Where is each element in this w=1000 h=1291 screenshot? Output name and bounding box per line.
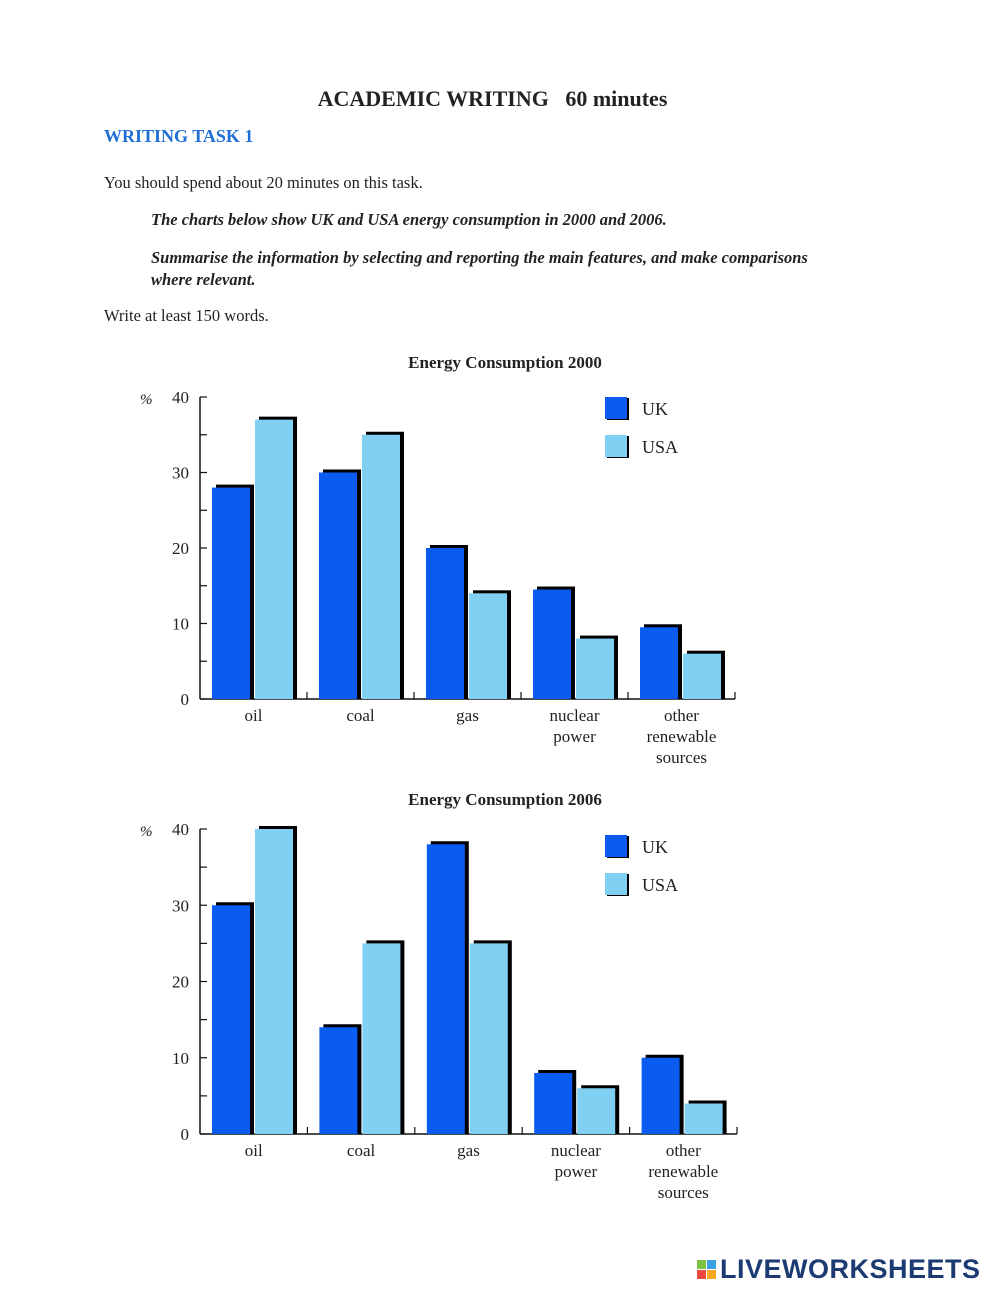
bar-usa-oil	[255, 419, 293, 699]
x-tick-label: coal	[346, 706, 375, 725]
bar-uk-other	[640, 627, 678, 699]
bar-uk-coal	[319, 472, 357, 699]
x-tick-label: nuclear	[549, 706, 599, 725]
word-count-text: Write at least 150 words.	[104, 306, 269, 325]
legend-label-usa: USA	[642, 875, 678, 895]
x-tick-label: power	[555, 1162, 598, 1181]
x-tick-label: sources	[658, 1183, 709, 1202]
x-tick-label: power	[553, 727, 596, 746]
bar-usa-gas	[469, 593, 507, 699]
y-tick-label: 30	[172, 896, 189, 915]
bar-chart-1: 0 10 20 30 40% oil coal gas nuclear power other ren…	[140, 820, 738, 1202]
bar-usa-nuclear	[576, 638, 614, 699]
bar-uk-other	[641, 1057, 680, 1134]
bar-uk-oil	[212, 487, 250, 699]
legend-label-usa: USA	[642, 437, 678, 457]
x-tick-label: sources	[656, 748, 707, 767]
x-tick-label: renewable	[648, 1162, 718, 1181]
y-tick-label: 40	[172, 388, 189, 407]
x-tick-label: gas	[457, 1141, 480, 1160]
logo-icon	[697, 1259, 716, 1279]
bar-usa-coal	[362, 434, 400, 699]
x-tick-label: nuclear	[551, 1141, 601, 1160]
y-tick-label: 0	[181, 690, 190, 709]
x-tick-label: renewable	[647, 727, 717, 746]
bar-uk-coal	[319, 1027, 358, 1134]
y-tick-label: 30	[172, 464, 189, 483]
legend-swatch-usa	[605, 873, 627, 895]
y-tick-label: 10	[172, 1049, 189, 1068]
bar-uk-oil	[212, 905, 250, 1134]
logo-text: LIVEWORKSHEETS	[720, 1254, 981, 1284]
bar-uk-nuclear	[533, 589, 571, 699]
x-tick-label: oil	[245, 706, 263, 725]
bar-usa-other	[684, 1103, 723, 1134]
legend-label-uk: UK	[642, 837, 668, 857]
bar-uk-gas	[426, 844, 465, 1134]
legend-swatch-uk	[605, 835, 627, 857]
page-title: ACADEMIC WRITING 60 minutes	[317, 86, 668, 111]
liveworksheets-logo: LIVEWORKSHEETS	[697, 1253, 981, 1285]
bar-uk-nuclear	[534, 1073, 573, 1134]
x-tick-label: oil	[245, 1141, 263, 1160]
x-tick-label: gas	[456, 706, 479, 725]
bar-uk-gas	[426, 548, 464, 699]
x-tick-label: other	[666, 1141, 701, 1160]
bar-usa-oil	[255, 829, 293, 1134]
x-tick-label: coal	[347, 1141, 376, 1160]
legend-swatch-usa	[605, 435, 627, 457]
y-tick-label: 40	[172, 820, 189, 839]
prompt-text-2: Summarise the information by selecting a…	[151, 248, 808, 289]
instruction-text: You should spend about 20 minutes on thi…	[104, 173, 423, 192]
bar-chart-0: 0 10 20 30 40% oil coal gas nuclear power other ren…	[140, 388, 736, 767]
y-axis-label: %	[140, 824, 153, 840]
y-tick-label: 20	[172, 539, 189, 558]
y-tick-label: 10	[172, 615, 189, 634]
chart-title-2000: Energy Consumption 2000	[408, 353, 602, 372]
legend-label-uk: UK	[642, 399, 668, 419]
legend-swatch-uk	[605, 397, 627, 419]
bar-usa-nuclear	[577, 1088, 616, 1134]
bar-usa-gas	[469, 943, 508, 1134]
prompt-text-1: The charts below show UK and USA energy …	[151, 210, 667, 229]
bar-usa-other	[683, 653, 721, 699]
bar-usa-coal	[362, 943, 401, 1134]
task-heading: WRITING TASK 1	[104, 126, 254, 146]
x-tick-label: other	[664, 706, 699, 725]
y-tick-label: 0	[181, 1125, 190, 1144]
y-tick-label: 20	[172, 973, 189, 992]
y-axis-label: %	[140, 392, 153, 408]
chart-title-2006: Energy Consumption 2006	[408, 790, 602, 809]
